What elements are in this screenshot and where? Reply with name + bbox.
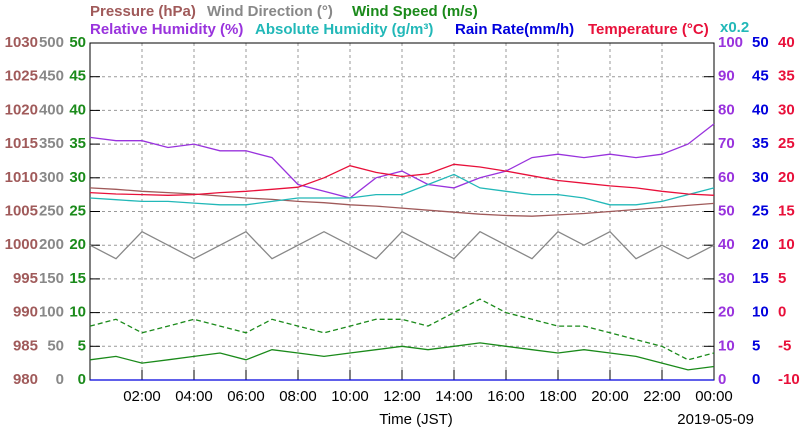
y-tick-label: 300 [39,169,64,186]
y-tick-label: 50 [718,202,735,219]
y-tick-label: 0 [78,371,86,388]
y-tick-label: 350 [39,135,64,152]
legend-label: Relative Humidity (%) [90,21,243,38]
y-tick-label: 50 [47,337,64,354]
series-line [89,163,715,196]
date-label: 2019-05-09 [677,411,754,428]
y-tick-label: 20 [69,236,86,253]
y-tick-label: 995 [13,270,38,287]
y-tick-label: 40 [69,101,86,118]
y-tick-label: 25 [752,202,769,219]
y-tick-label: 990 [13,304,38,321]
x-tick-label: 06:00 [227,388,265,405]
series-line [89,173,715,206]
y-tick-label: 500 [39,34,64,51]
y-tick-label: 0 [718,371,726,388]
y-tick-label: 5 [78,337,86,354]
y-tick-label: 1015 [5,135,38,152]
y-tick-label: 0 [778,304,786,321]
y-tick-label: 5 [778,270,786,287]
y-tick-label: 30 [69,169,86,186]
y-tick-label: 985 [13,337,38,354]
y-tick-label: -10 [778,371,800,388]
legend-label: Absolute Humidity (g/m³) [255,21,433,38]
x-tick-label: 22:00 [643,388,681,405]
y-tick-label: 10 [752,304,769,321]
y-tick-label: 5 [752,337,760,354]
y-tick-label: 60 [718,169,735,186]
x-tick-label: 00:00 [695,388,733,405]
y-tick-label: 20 [718,304,735,321]
y-tick-label: 45 [69,68,86,85]
legend-label: Temperature (°C) [588,21,709,38]
y-tick-label: 10 [69,304,86,321]
legend-label: Rain Rate(mm/h) [455,21,574,38]
y-tick-label: -5 [778,337,791,354]
y-tick-label: 20 [778,169,795,186]
y-tick-label: 25 [778,135,795,152]
y-tick-label: 40 [752,101,769,118]
y-tick-label: 1000 [5,236,38,253]
x-tick-label: 10:00 [331,388,369,405]
series-line [89,342,715,371]
y-tick-label: 1005 [5,202,38,219]
x-tick-label: 08:00 [279,388,317,405]
y-tick-label: 100 [718,34,743,51]
y-tick-label: 10 [718,337,735,354]
y-tick-label: 25 [69,202,86,219]
y-tick-label: 250 [39,202,64,219]
y-tick-label: 35 [69,135,86,152]
y-tick-label: 0 [56,371,64,388]
x-tick-label: 18:00 [539,388,577,405]
legend-label: Wind Speed (m/s) [352,3,478,20]
scale-label: x0.2 [720,19,749,36]
y-tick-label: 35 [752,135,769,152]
y-tick-label: 450 [39,68,64,85]
x-tick-label: 02:00 [123,388,161,405]
series-line [89,123,715,199]
y-tick-label: 1025 [5,68,38,85]
y-tick-label: 80 [718,101,735,118]
x-tick-label: 14:00 [435,388,473,405]
x-tick-label: 04:00 [175,388,213,405]
series-line [89,230,715,260]
y-tick-label: 20 [752,236,769,253]
y-tick-label: 1030 [5,34,38,51]
y-tick-label: 1020 [5,101,38,118]
x-tick-label: 12:00 [383,388,421,405]
y-tick-label: 70 [718,135,735,152]
x-axis-label: Time (JST) [379,411,453,428]
y-tick-label: 30 [778,101,795,118]
legend-label: Wind Direction (°) [207,3,333,20]
y-tick-label: 150 [39,270,64,287]
y-tick-label: 1010 [5,169,38,186]
legend-label: Pressure (hPa) [90,3,196,20]
x-tick-label: 20:00 [591,388,629,405]
y-tick-label: 400 [39,101,64,118]
y-tick-label: 15 [752,270,769,287]
y-tick-label: 30 [718,270,735,287]
y-tick-label: 200 [39,236,64,253]
y-tick-label: 15 [778,202,795,219]
series-line [89,298,715,361]
y-tick-label: 15 [69,270,86,287]
y-tick-label: 90 [718,68,735,85]
y-tick-label: 50 [752,34,769,51]
y-tick-label: 980 [13,371,38,388]
y-tick-label: 40 [778,34,795,51]
y-tick-label: 10 [778,236,795,253]
y-tick-label: 40 [718,236,735,253]
y-tick-label: 100 [39,304,64,321]
y-tick-label: 35 [778,68,795,85]
y-tick-label: 30 [752,169,769,186]
x-tick-label: 16:00 [487,388,525,405]
y-tick-label: 50 [69,34,86,51]
y-tick-label: 45 [752,68,769,85]
y-tick-label: 0 [752,371,760,388]
